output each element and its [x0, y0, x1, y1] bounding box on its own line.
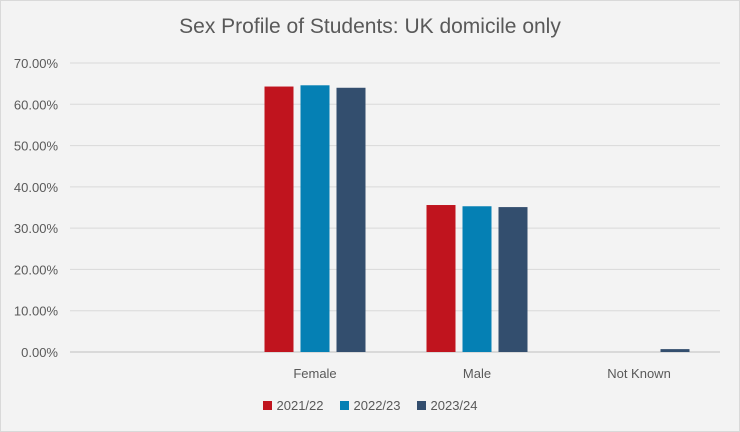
y-tick-label: 60.00% [14, 97, 59, 112]
chart-legend: 2021/22 2022/23 2023/24 [0, 398, 740, 413]
legend-swatch [416, 401, 426, 410]
y-tick-label: 70.00% [14, 56, 59, 71]
legend-label: 2023/24 [430, 398, 478, 413]
y-tick-label: 10.00% [14, 304, 59, 319]
y-tick-label: 0.00% [21, 345, 58, 360]
x-tick-label: Female [293, 366, 336, 381]
chart-title: Sex Profile of Students: UK domicile onl… [179, 15, 561, 38]
bar-2021-22-male [426, 205, 456, 352]
bar-2023-24-male [498, 207, 528, 352]
y-tick-label: 50.00% [14, 139, 59, 154]
bar-2023-24-female [336, 87, 366, 353]
bar-2021-22-female [264, 86, 294, 352]
bar-2022-23-female [300, 85, 330, 353]
legend-label: 2021/22 [276, 398, 324, 413]
legend-label: 2022/23 [353, 398, 401, 413]
bar-2023-24-not-known [660, 349, 690, 352]
y-tick-label: 40.00% [14, 180, 59, 195]
y-tick-label: 20.00% [14, 262, 59, 277]
bar-2022-23-male [462, 206, 492, 352]
x-tick-label: Male [463, 366, 491, 381]
y-tick-label: 30.00% [14, 221, 59, 236]
legend-swatch [339, 401, 349, 410]
legend-swatch [262, 401, 272, 410]
legend-item: 2023/24 [416, 398, 478, 413]
legend-item: 2022/23 [339, 398, 401, 413]
legend-item: 2021/22 [262, 398, 324, 413]
x-tick-label: Not Known [607, 366, 671, 381]
